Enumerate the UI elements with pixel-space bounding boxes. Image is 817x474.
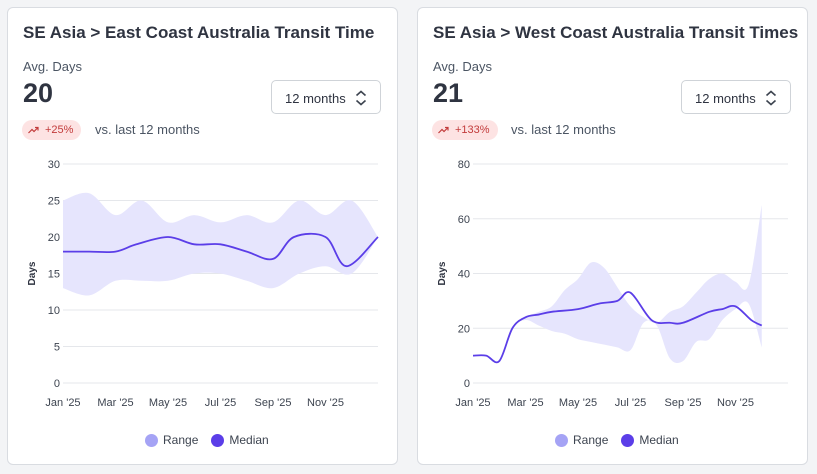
y-tick-label: 0	[464, 378, 470, 390]
metric-label: Avg. Days	[433, 59, 493, 74]
chart-legend: Range Median	[145, 433, 282, 447]
y-tick-label: 60	[458, 214, 470, 226]
legend-label-range: Range	[163, 433, 199, 447]
range-band	[473, 205, 762, 364]
chevron-up-down-icon	[355, 90, 367, 106]
median-line	[472, 291, 763, 364]
y-tick-label: 25	[48, 196, 60, 208]
period-select[interactable]: 12 months	[681, 80, 791, 114]
legend-item-range[interactable]: Range	[145, 433, 198, 447]
y-tick-label: 30	[48, 159, 60, 171]
y-axis-label: Days	[27, 261, 38, 285]
x-tick-label: May '25	[559, 397, 597, 409]
legend-swatch-median	[621, 433, 635, 447]
legend-label-median: Median	[229, 433, 269, 447]
card-title: SE Asia > West Coast Australia Transit T…	[433, 23, 799, 42]
y-tick-label: 10	[48, 305, 60, 317]
y-tick-label: 20	[48, 232, 60, 244]
x-tick-label: Jul '25	[615, 397, 646, 409]
trend-up-icon	[28, 126, 39, 134]
y-axis-label: Days	[437, 261, 448, 285]
x-tick-label: Jan '25	[45, 397, 80, 409]
x-tick-label: Mar '25	[507, 397, 543, 409]
legend-swatch-range	[555, 433, 568, 447]
legend-label-median: Median	[639, 433, 679, 447]
transit-card-east: SE Asia > East Coast Australia Transit T…	[7, 7, 398, 465]
legend-swatch-range	[145, 433, 158, 447]
y-tick-label: 0	[54, 378, 60, 390]
period-select-value: 12 months	[695, 91, 756, 106]
transit-chart-west: 0 20 40 60 80 Days Jan '25 Mar '25 May '25 Jul '2…	[437, 159, 788, 409]
trend-up-icon	[438, 126, 449, 134]
chart-legend: Range Median	[555, 433, 692, 447]
metric-value: 20	[23, 78, 54, 108]
comparison-text: vs. last 12 months	[95, 122, 200, 137]
y-tick-label: 40	[458, 269, 470, 281]
card-title: SE Asia > East Coast Australia Transit T…	[23, 23, 375, 42]
y-tick-label: 80	[458, 159, 470, 171]
y-tick-label: 20	[458, 323, 470, 335]
legend-label-range: Range	[573, 433, 609, 447]
y-tick-label: 5	[54, 342, 60, 354]
x-tick-label: Nov '25	[307, 397, 344, 409]
x-tick-label: Sep '25	[665, 397, 702, 409]
x-tick-label: Jan '25	[455, 397, 490, 409]
metric-label: Avg. Days	[23, 59, 83, 74]
median-line	[62, 232, 379, 268]
change-badge-text: +133%	[455, 124, 490, 136]
x-tick-label: Nov '25	[717, 397, 754, 409]
y-tick-label: 15	[48, 269, 60, 281]
comparison-text: vs. last 12 months	[511, 122, 616, 137]
legend-item-median[interactable]: Median	[621, 433, 679, 447]
legend-item-median[interactable]: Median	[211, 433, 269, 447]
transit-card-west: SE Asia > West Coast Australia Transit T…	[417, 7, 808, 465]
x-tick-label: Sep '25	[255, 397, 292, 409]
transit-chart-east: 0 5 10 15 20 25 30 Days Jan '25 Mar '25 May '25 Jul…	[27, 159, 379, 409]
chevron-up-down-icon	[765, 90, 777, 106]
legend-item-range[interactable]: Range	[555, 433, 608, 447]
change-badge: +25%	[22, 120, 82, 140]
change-badge: +133%	[432, 120, 498, 140]
change-badge-text: +25%	[45, 124, 74, 136]
metric-value: 21	[433, 78, 464, 108]
x-tick-label: Mar '25	[97, 397, 133, 409]
legend-swatch-median	[211, 433, 225, 447]
period-select[interactable]: 12 months	[271, 80, 381, 114]
x-tick-label: Jul '25	[205, 397, 236, 409]
x-tick-label: May '25	[149, 397, 187, 409]
period-select-value: 12 months	[285, 91, 346, 106]
